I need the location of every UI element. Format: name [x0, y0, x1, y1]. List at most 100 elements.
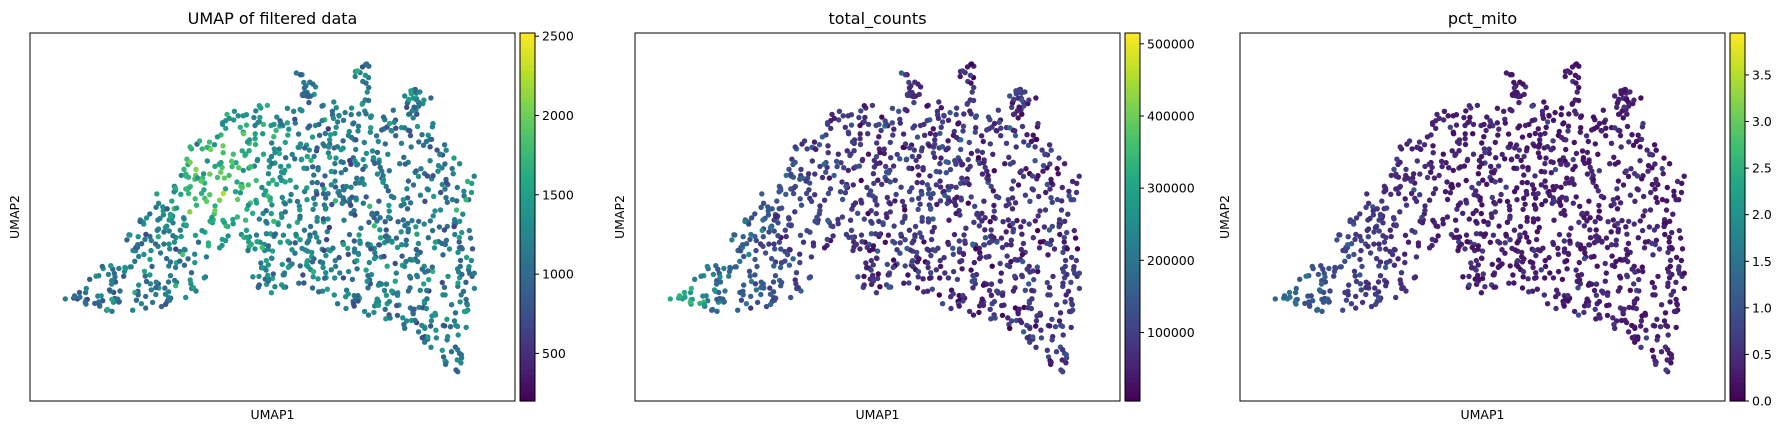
data-point — [1331, 273, 1337, 279]
data-point — [222, 186, 229, 192]
data-point — [752, 281, 759, 287]
data-point — [276, 150, 282, 157]
data-point — [936, 99, 942, 105]
data-point — [1548, 147, 1554, 153]
data-point — [1022, 287, 1028, 293]
data-point — [930, 190, 936, 197]
data-point — [292, 240, 298, 246]
data-point — [1481, 218, 1487, 224]
data-point — [363, 150, 370, 157]
data-point — [920, 165, 926, 171]
data-point — [366, 84, 372, 91]
data-point — [1009, 104, 1015, 111]
data-point — [767, 301, 774, 308]
data-point — [1382, 264, 1389, 271]
data-point — [198, 178, 204, 184]
data-point — [410, 115, 416, 121]
data-point — [1573, 150, 1580, 157]
data-point — [1592, 141, 1599, 147]
colorbar-segment — [1730, 83, 1745, 89]
data-point — [1507, 263, 1513, 269]
data-point — [1625, 329, 1632, 335]
colorbar-segment — [520, 368, 535, 374]
data-point — [105, 271, 112, 278]
data-point — [887, 209, 893, 215]
data-point — [361, 139, 367, 146]
data-point — [948, 183, 955, 190]
data-point — [1345, 234, 1351, 240]
colorbar-segment — [1730, 336, 1745, 342]
data-point — [269, 140, 275, 146]
data-point — [275, 221, 281, 228]
data-point — [264, 102, 271, 109]
data-point — [1617, 132, 1624, 139]
data-point — [348, 161, 354, 167]
data-point — [259, 184, 265, 191]
data-point — [1051, 246, 1058, 252]
data-point — [454, 184, 460, 191]
data-point — [970, 285, 976, 291]
data-point — [1037, 208, 1043, 214]
data-point — [1044, 279, 1051, 286]
data-point — [461, 308, 468, 315]
data-point — [285, 257, 292, 263]
data-point — [297, 215, 303, 222]
data-point — [1632, 339, 1638, 345]
data-point — [371, 309, 377, 316]
data-point — [857, 122, 863, 129]
data-point — [285, 163, 292, 169]
chart-title: total_counts — [828, 9, 926, 29]
data-point — [1055, 171, 1061, 177]
data-point — [1661, 223, 1667, 230]
data-point — [236, 165, 242, 171]
data-point — [442, 186, 448, 192]
data-point — [1062, 218, 1068, 224]
data-point — [444, 199, 450, 205]
data-point — [1383, 246, 1389, 252]
data-point — [1652, 292, 1658, 298]
colorbar-segment — [1730, 175, 1745, 181]
colorbar-tick-label: 3.5 — [1752, 67, 1772, 82]
data-point — [870, 262, 876, 268]
data-point — [1507, 237, 1513, 243]
data-point — [1351, 268, 1358, 274]
data-point — [1494, 105, 1501, 112]
data-point — [1603, 125, 1609, 131]
data-point — [1393, 186, 1399, 192]
data-point — [230, 216, 236, 223]
data-point — [1668, 352, 1675, 358]
data-point — [1615, 178, 1622, 184]
data-point — [985, 114, 992, 120]
data-point — [1533, 270, 1539, 276]
colorbar-segment — [1125, 295, 1140, 301]
data-point — [1381, 239, 1388, 245]
data-point — [212, 163, 218, 170]
data-point — [354, 68, 361, 74]
colorbar-segment — [520, 56, 535, 62]
colorbar-segment — [520, 143, 535, 149]
data-point — [1441, 108, 1448, 115]
data-point — [216, 245, 223, 251]
data-point — [1346, 282, 1352, 288]
data-point — [1661, 318, 1668, 324]
data-point — [882, 239, 888, 245]
data-point — [398, 229, 404, 235]
data-point — [162, 291, 169, 297]
data-point — [970, 272, 976, 279]
data-point — [945, 241, 952, 248]
data-point — [323, 252, 329, 259]
colorbar-segment — [520, 396, 535, 402]
data-point — [1050, 273, 1056, 280]
data-point — [1578, 125, 1584, 131]
colorbar-segment — [1125, 290, 1140, 296]
data-point — [155, 217, 161, 223]
data-point — [424, 296, 430, 302]
data-point — [1331, 268, 1338, 275]
data-point — [362, 72, 369, 79]
data-point — [309, 134, 316, 140]
data-point — [1367, 250, 1374, 256]
data-point — [919, 234, 925, 240]
data-point — [390, 107, 396, 113]
colorbar-segment — [1125, 309, 1140, 315]
data-point — [1056, 155, 1062, 161]
